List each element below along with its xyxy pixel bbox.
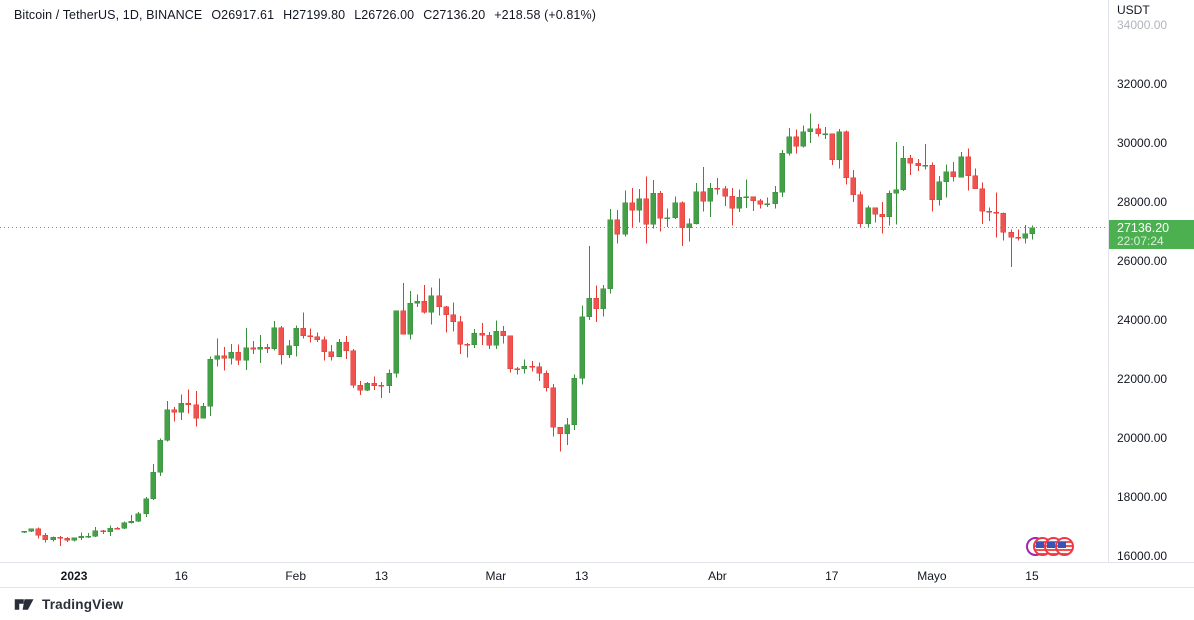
price-tick-label: 24000.00 [1117, 313, 1168, 327]
time-tick-label: Feb [285, 569, 306, 583]
time-tick-label: Mayo [917, 569, 947, 583]
currency-label: USDT [1117, 2, 1156, 18]
tradingview-logo-text: TradingView [42, 597, 124, 612]
event-markers [1026, 537, 1076, 557]
price-tick-label: 34000.00 [1117, 18, 1168, 32]
time-tick-label: 2023 [60, 569, 88, 583]
price-tick-label: 28000.00 [1117, 195, 1168, 209]
ohlc-high: H27199.80 [283, 8, 346, 22]
candlestick-plot-area[interactable] [0, 0, 1108, 562]
bar-countdown: 22:07:24 [1117, 233, 1164, 248]
price-axis[interactable]: USDT 34000.00 32000.00 30000.00 28000.00 260… [1108, 0, 1194, 588]
time-tick-label: 13 [574, 569, 589, 583]
time-tick-label: 17 [825, 569, 839, 583]
price-tick-label: 16000.00 [1117, 549, 1168, 563]
time-tick-label: Abr [708, 569, 727, 583]
chart-legend: Bitcoin / TetherUS, 1D, BINANCE O26917.6… [14, 8, 596, 22]
price-tick-label: 26000.00 [1117, 254, 1168, 268]
price-tick-label: 30000.00 [1117, 136, 1168, 150]
ohlc-open: O26917.61 [211, 8, 275, 22]
ohlc-low: L26726.00 [354, 8, 415, 22]
time-axis[interactable]: 2023 16 Feb 13 Mar 13 Abr 17 Mayo 15 [0, 562, 1194, 588]
price-tick-label: 32000.00 [1117, 77, 1168, 91]
ohlc-close: C27136.20 [423, 8, 486, 22]
time-tick-label: 16 [174, 569, 188, 583]
candlestick-series[interactable] [0, 0, 1108, 562]
time-tick-label: 13 [374, 569, 389, 583]
time-tick-label: Mar [485, 569, 507, 583]
us-flag-event-icon[interactable] [1055, 537, 1074, 556]
price-tick-label: 22000.00 [1117, 372, 1168, 386]
current-price-badge: 27136.20 22:07:24 [1109, 219, 1194, 249]
price-tick-label: 18000.00 [1117, 490, 1168, 504]
time-tick-label: 15 [1025, 569, 1039, 583]
symbol-title[interactable]: Bitcoin / TetherUS, 1D, BINANCE [14, 8, 203, 22]
price-tick-label: 20000.00 [1117, 431, 1168, 445]
tradingview-logo[interactable]: TradingView [14, 597, 123, 612]
current-price-value: 27136.20 [1117, 220, 1170, 235]
tradingview-logo-icon [14, 599, 34, 610]
price-change: +218.58 (+0.81%) [494, 8, 596, 22]
